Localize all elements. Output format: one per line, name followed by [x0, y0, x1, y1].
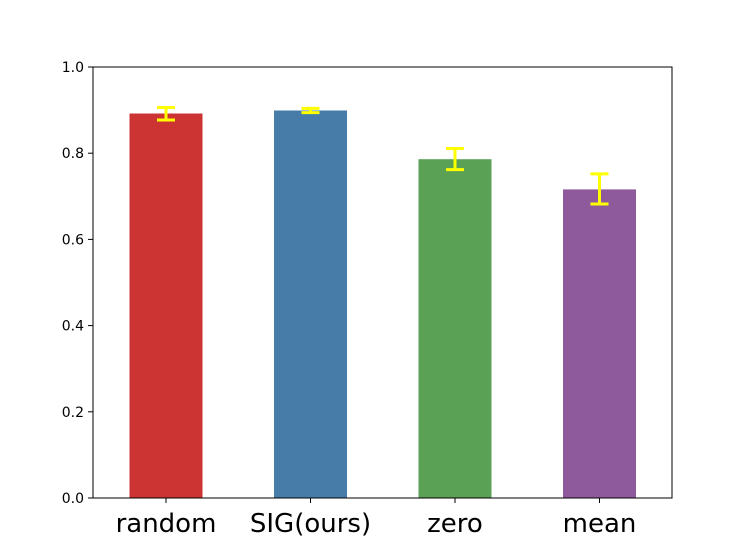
x-tick-label: SIG(ours)	[250, 509, 371, 539]
bar-zero	[418, 159, 492, 498]
error-bar-random	[157, 106, 175, 122]
error-bar-sig-ours	[301, 106, 320, 115]
y-tick-label: 0.8	[62, 146, 84, 162]
bar-sig-ours	[274, 110, 347, 498]
y-axis: 0.0 0.2 0.4 0.6 0.8 1.0	[62, 60, 93, 507]
x-tick-label: random	[116, 509, 217, 539]
x-tick-label: mean	[563, 509, 637, 539]
bars-layer	[129, 110, 636, 498]
x-tick-label: zero	[427, 509, 483, 539]
y-tick-label: 1.0	[62, 60, 84, 76]
bar-mean	[563, 189, 636, 498]
y-tick-label: 0.6	[62, 232, 84, 248]
y-tick-label: 0.0	[62, 491, 84, 507]
bar-random	[129, 113, 203, 498]
plot-frame	[92, 66, 673, 499]
y-tick-label: 0.2	[62, 405, 84, 421]
x-axis: random SIG(ours) zero mean	[116, 498, 637, 539]
error-bar-mean	[590, 172, 609, 206]
y-tick-label: 0.4	[62, 319, 84, 335]
error-bars-layer	[157, 106, 609, 206]
error-bar-zero	[446, 146, 464, 172]
